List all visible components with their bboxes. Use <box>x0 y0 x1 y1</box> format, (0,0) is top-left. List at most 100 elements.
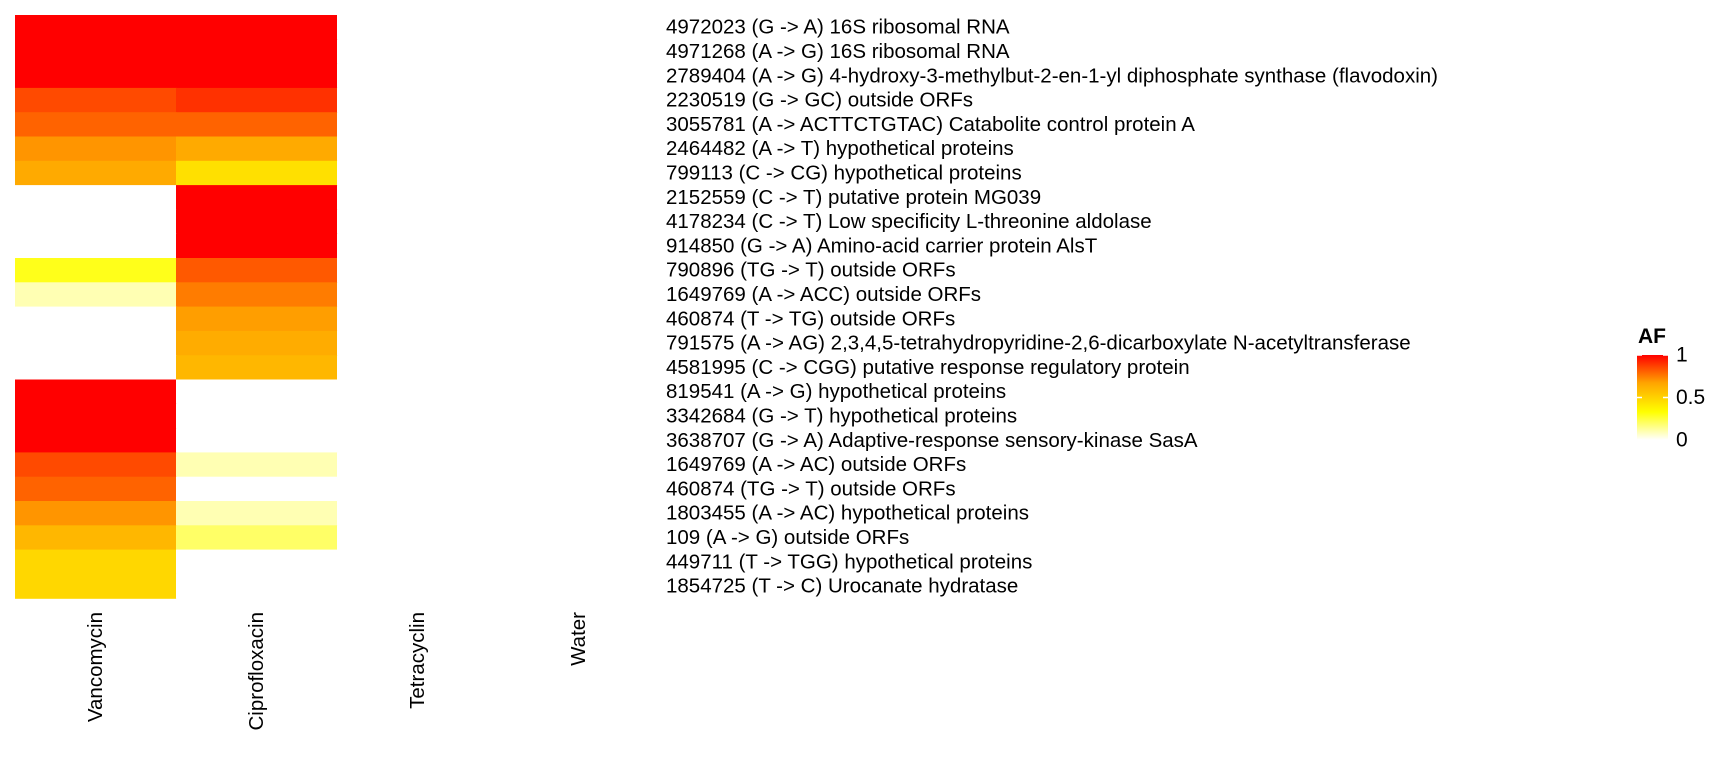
heatmap-cell <box>15 403 177 429</box>
row-label: 2464482 (A -> T) hypothetical proteins <box>666 137 1014 160</box>
row-label: 790896 (TG -> T) outside ORFs <box>666 259 956 282</box>
legend-title: AF <box>1638 325 1666 348</box>
heatmap-cell <box>15 355 177 381</box>
column-label: Water <box>567 612 590 666</box>
heatmap-cell <box>337 355 499 381</box>
heatmap-cell <box>498 501 660 526</box>
legend-color-bar <box>1637 355 1668 440</box>
heatmap-cell <box>176 379 338 405</box>
heatmap-cell <box>337 209 499 235</box>
heatmap-cell <box>15 15 177 40</box>
row-label: 819541 (A -> G) hypothetical proteins <box>666 380 1006 403</box>
row-label: 1649769 (A -> ACC) outside ORFs <box>666 283 981 306</box>
heatmap-cell <box>15 476 177 502</box>
heatmap-cell <box>15 39 177 65</box>
heatmap-cell <box>15 185 177 210</box>
heatmap-cell <box>337 160 499 186</box>
heatmap-cell <box>498 160 660 186</box>
heatmap-cell <box>15 136 177 162</box>
column-label: Vancomycin <box>84 612 107 722</box>
heatmap-cell <box>498 258 660 283</box>
heatmap-cell <box>176 501 338 526</box>
row-label: 4972023 (G -> A) 16S ribosomal RNA <box>666 16 1010 39</box>
heatmap-cell <box>498 233 660 259</box>
heatmap-cell <box>337 549 499 575</box>
row-labels: 4972023 (G -> A) 16S ribosomal RNA497126… <box>666 16 1438 598</box>
heatmap-cell <box>15 428 177 453</box>
heatmap-cell <box>176 573 338 599</box>
heatmap-cell <box>337 403 499 429</box>
heatmap-cell <box>176 233 338 259</box>
heatmap-cell <box>176 403 338 429</box>
heatmap-cell <box>15 379 177 405</box>
heatmap-cell <box>337 501 499 526</box>
heatmap-cell <box>337 573 499 599</box>
heatmap-cell <box>337 330 499 356</box>
heatmap-cell <box>176 136 338 162</box>
row-label: 2230519 (G -> GC) outside ORFs <box>666 89 973 112</box>
heatmap-cell <box>15 233 177 259</box>
heatmap-cell <box>176 258 338 283</box>
row-label: 2789404 (A -> G) 4-hydroxy-3-methylbut-2… <box>666 64 1438 87</box>
heatmap-cell <box>15 258 177 283</box>
heatmap-cell <box>498 15 660 40</box>
heatmap-cell <box>176 452 338 478</box>
row-label: 109 (A -> G) outside ORFs <box>666 526 909 549</box>
row-label: 1649769 (A -> AC) outside ORFs <box>666 453 966 476</box>
heatmap-cell <box>176 306 338 332</box>
row-label: 791575 (A -> AG) 2,3,4,5-tetrahydropyrid… <box>666 332 1411 355</box>
heatmap-cell <box>15 306 177 332</box>
heatmap-cell <box>176 428 338 453</box>
heatmap-cell <box>337 15 499 40</box>
heatmap-cell <box>15 573 177 599</box>
heatmap-cell <box>498 306 660 332</box>
legend-tick-label: 1 <box>1676 344 1688 367</box>
heatmap-cell <box>176 330 338 356</box>
heatmap-cell <box>15 282 177 308</box>
heatmap-cell <box>337 39 499 65</box>
heatmap-cell <box>15 549 177 575</box>
heatmap-cell <box>176 160 338 186</box>
row-label: 1803455 (A -> AC) hypothetical proteins <box>666 502 1029 525</box>
heatmap-cells <box>15 15 660 599</box>
heatmap-cell <box>337 136 499 162</box>
row-label: 460874 (TG -> T) outside ORFs <box>666 477 956 500</box>
heatmap-cell <box>337 63 499 89</box>
heatmap-cell <box>15 209 177 235</box>
row-label: 4971268 (A -> G) 16S ribosomal RNA <box>666 40 1010 63</box>
row-label: 799113 (C -> CG) hypothetical proteins <box>666 161 1022 184</box>
row-label: 1854725 (T -> C) Urocanate hydratase <box>666 575 1018 598</box>
heatmap-cell <box>498 549 660 575</box>
column-label: Tetracyclin <box>406 612 429 709</box>
column-labels: Vancomycin Ciprofloxacin Tetracyclin Water <box>84 612 590 731</box>
legend-tick-label: 0.5 <box>1676 386 1705 409</box>
row-label: 4178234 (C -> T) Low specificity L-threo… <box>666 210 1152 233</box>
heatmap-cell <box>15 525 177 551</box>
heatmap-cell <box>498 355 660 381</box>
heatmap-cell <box>498 185 660 210</box>
heatmap-cell <box>15 112 177 138</box>
heatmap-cell <box>176 209 338 235</box>
row-label: 3638707 (G -> A) Adaptive-response senso… <box>666 429 1198 452</box>
heatmap-cell <box>176 549 338 575</box>
row-label: 3342684 (G -> T) hypothetical proteins <box>666 404 1017 427</box>
heatmap-cell <box>498 452 660 478</box>
heatmap-cell <box>176 39 338 65</box>
heatmap-cell <box>15 160 177 186</box>
heatmap-cell <box>176 112 338 138</box>
heatmap-cell <box>176 355 338 381</box>
row-label: 4581995 (C -> CGG) putative response reg… <box>666 356 1190 379</box>
heatmap-cell <box>15 87 177 113</box>
heatmap-cell <box>176 87 338 113</box>
heatmap-cell <box>337 112 499 138</box>
legend-tick-label: 0 <box>1676 429 1688 452</box>
heatmap-cell <box>498 403 660 429</box>
heatmap-cell <box>176 282 338 308</box>
heatmap-cell <box>498 39 660 65</box>
heatmap-cell <box>498 428 660 453</box>
heatmap-cell <box>498 330 660 356</box>
heatmap-cell <box>176 476 338 502</box>
heatmap-cell <box>176 15 338 40</box>
